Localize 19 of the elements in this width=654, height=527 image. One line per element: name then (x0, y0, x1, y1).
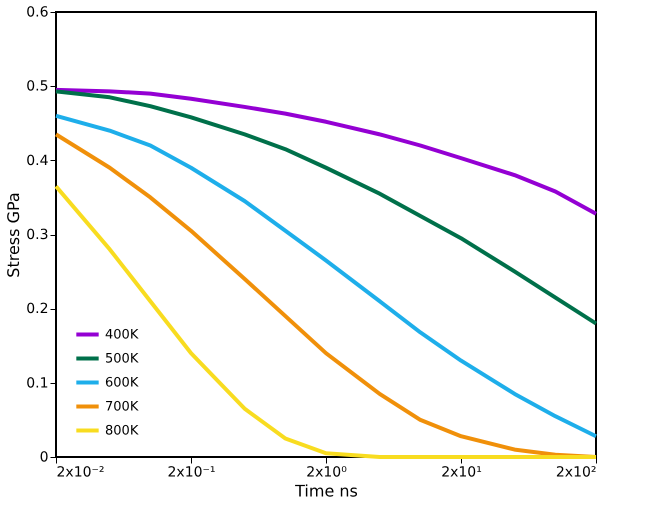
x-tick-label: 2x10⁻² (56, 464, 105, 480)
y-tick-label: 0 (40, 450, 48, 466)
legend-label: 800K (105, 424, 139, 438)
x-axis-title: Time ns (294, 482, 358, 500)
x-tick-label: 2x10¹ (441, 464, 482, 480)
x-tick-label: 2x10⁰ (306, 464, 348, 480)
y-tick-label: 0.3 (26, 227, 48, 243)
legend-label: 600K (105, 376, 139, 390)
x-tick-label: 2x10⁻¹ (167, 464, 216, 480)
legend-label: 700K (105, 400, 139, 414)
x-tick-label: 2x10² (556, 464, 596, 480)
legend-label: 400K (105, 328, 139, 342)
y-tick-label: 0.2 (26, 301, 48, 318)
y-tick-label: 0.4 (26, 152, 49, 169)
y-tick-label: 0.5 (26, 78, 48, 95)
legend-label: 500K (105, 352, 139, 366)
y-tick-label: 0.1 (26, 375, 48, 392)
y-axis-title: Stress GPa (4, 192, 24, 278)
y-tick-label: 0.6 (26, 4, 49, 20)
